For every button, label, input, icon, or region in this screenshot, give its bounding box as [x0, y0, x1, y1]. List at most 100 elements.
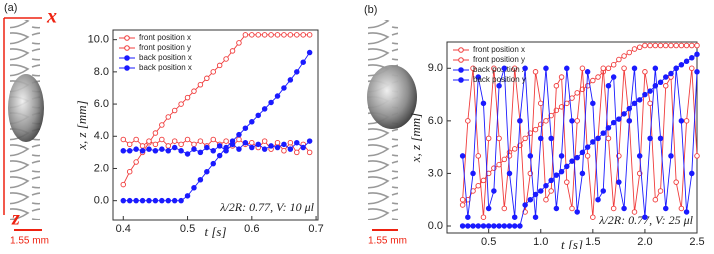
- point: [261, 106, 268, 112]
- point: [197, 138, 204, 144]
- legend-marker: [458, 47, 464, 53]
- point: [689, 55, 695, 61]
- point: [673, 42, 679, 49]
- point: [626, 49, 633, 56]
- point: [501, 223, 508, 229]
- point: [694, 51, 700, 58]
- point: [152, 197, 159, 204]
- point: [657, 42, 664, 49]
- point: [204, 168, 210, 175]
- point: [642, 214, 648, 220]
- point: [126, 141, 133, 148]
- point: [668, 70, 674, 77]
- point: [668, 42, 674, 49]
- point: [642, 42, 648, 49]
- x-axis-label: t [s]: [204, 224, 226, 239]
- point: [133, 197, 139, 204]
- point: [678, 42, 685, 49]
- point: [171, 138, 178, 144]
- y-tick-label: 0.0: [94, 195, 109, 207]
- point: [532, 69, 539, 75]
- point: [159, 197, 165, 204]
- point: [294, 32, 300, 38]
- point: [621, 205, 627, 212]
- legend-marker: [458, 57, 464, 63]
- point: [249, 139, 255, 146]
- point: [673, 179, 679, 185]
- point: [694, 153, 700, 159]
- point: [538, 100, 544, 107]
- point: [171, 197, 178, 204]
- point: [621, 65, 627, 72]
- point: [553, 83, 560, 89]
- point: [242, 125, 249, 131]
- point: [506, 170, 513, 177]
- point: [694, 69, 700, 75]
- point: [683, 118, 690, 124]
- point: [600, 65, 607, 72]
- point: [610, 62, 617, 68]
- point: [595, 74, 601, 80]
- y-tick-label: 4.0: [94, 130, 109, 142]
- point: [475, 223, 482, 229]
- y-tick-label: 2.0: [94, 162, 109, 174]
- point: [165, 143, 172, 149]
- point: [249, 32, 255, 38]
- point: [306, 32, 313, 38]
- point: [197, 176, 204, 183]
- point: [236, 40, 242, 46]
- point: [663, 83, 669, 89]
- point: [480, 223, 487, 229]
- point: [191, 141, 197, 148]
- point: [120, 148, 127, 154]
- point: [255, 141, 261, 148]
- point: [558, 74, 565, 80]
- point: [459, 196, 466, 203]
- legend-label: front position x: [139, 33, 191, 42]
- point: [184, 94, 191, 101]
- x-tick-label: 0.5: [481, 236, 496, 248]
- point: [590, 214, 596, 220]
- point: [261, 138, 268, 144]
- point: [605, 135, 612, 142]
- x-axis-label: t [s]: [561, 237, 583, 249]
- point: [120, 197, 127, 204]
- point: [306, 138, 313, 144]
- y-tick-label: 6.0: [94, 98, 109, 110]
- point: [197, 149, 204, 156]
- point: [159, 136, 165, 143]
- point: [636, 44, 643, 51]
- point: [657, 135, 664, 142]
- y-tick-label: 0.0: [428, 220, 443, 232]
- point: [548, 112, 554, 119]
- point: [501, 205, 508, 212]
- point: [511, 146, 518, 152]
- point: [683, 42, 690, 49]
- point: [178, 141, 184, 148]
- point: [564, 65, 570, 72]
- point: [522, 135, 528, 142]
- point: [210, 136, 217, 143]
- point: [553, 205, 560, 212]
- point: [558, 153, 565, 159]
- point: [126, 197, 133, 204]
- point: [636, 97, 643, 103]
- point: [569, 205, 575, 212]
- point: [538, 135, 544, 142]
- point: [569, 158, 575, 164]
- x-tick-label: 2.0: [637, 236, 652, 248]
- point: [152, 148, 159, 154]
- point: [274, 144, 281, 151]
- point: [548, 188, 554, 194]
- point: [511, 223, 518, 229]
- legend-label: back position x: [473, 65, 526, 74]
- point: [631, 46, 638, 52]
- point: [470, 170, 476, 177]
- point: [216, 143, 223, 149]
- point: [616, 179, 622, 185]
- point: [647, 100, 653, 107]
- point: [480, 177, 487, 184]
- legend-label: back position x: [139, 53, 192, 62]
- point: [146, 197, 152, 204]
- point: [631, 65, 638, 72]
